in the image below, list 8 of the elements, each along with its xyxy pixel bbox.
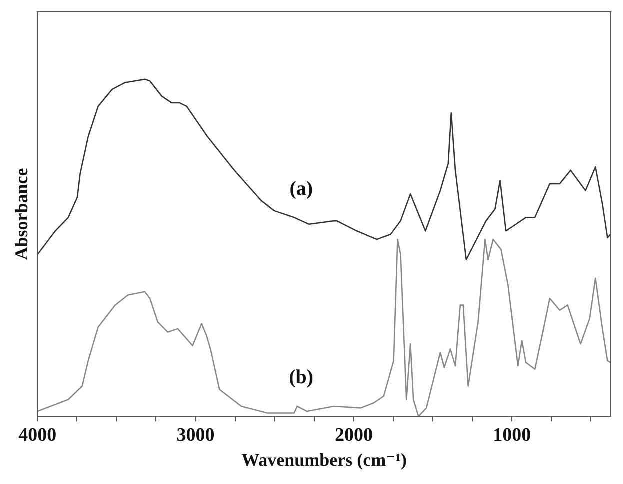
x-axis-title: Wavenumbers (cm⁻¹)	[242, 450, 407, 470]
x-tick-label: 4000	[18, 424, 57, 446]
x-tick-label: 3000	[176, 424, 215, 446]
series-label: (b)	[289, 366, 314, 389]
series-label: (a)	[290, 178, 314, 200]
x-tick-label: 1000	[493, 424, 532, 446]
y-axis-title: Absorbance	[11, 168, 32, 260]
x-tick-label: 2000	[334, 424, 373, 446]
